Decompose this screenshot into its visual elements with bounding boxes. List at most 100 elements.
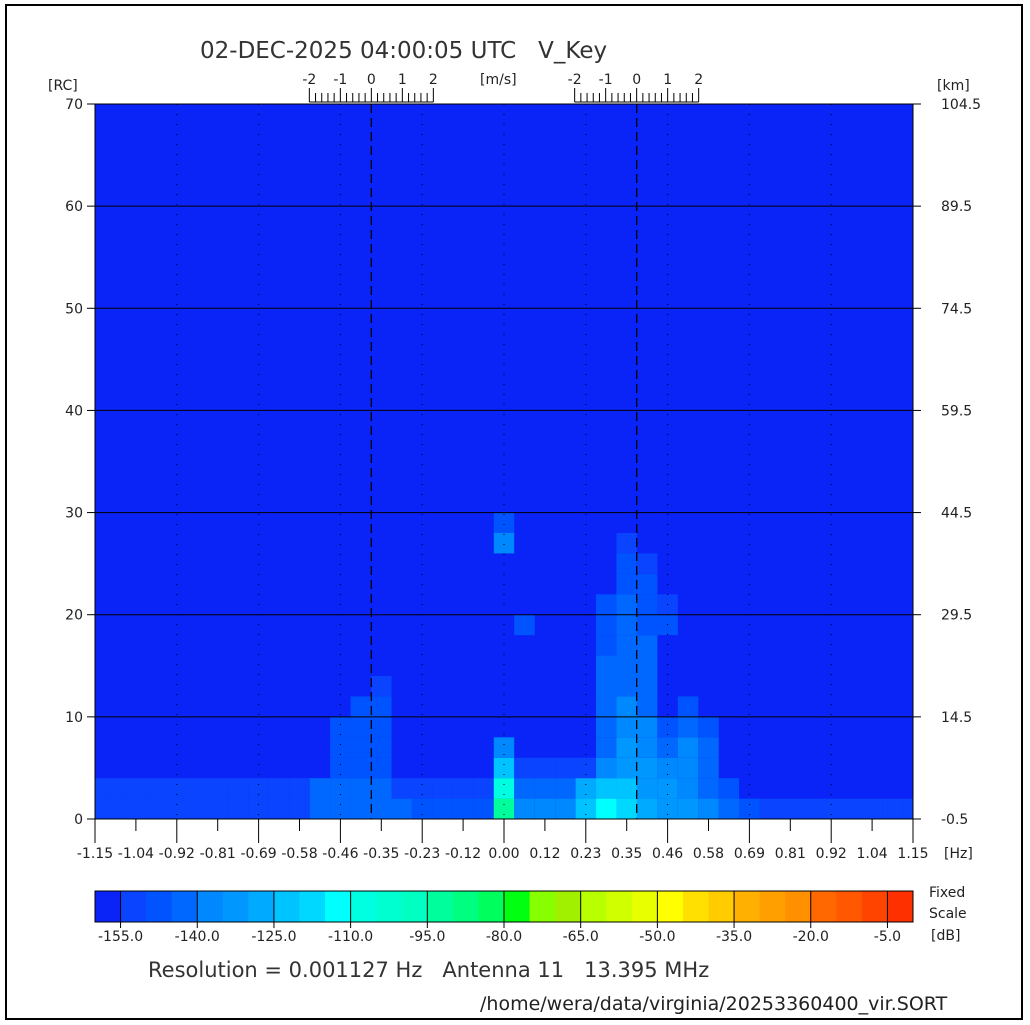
x-axis-tick-label: 0.23: [570, 846, 601, 862]
colorbar-cell: [810, 891, 837, 922]
velocity-scale-label: 2: [429, 72, 438, 88]
colorbar-cell: [197, 891, 224, 922]
heatmap-cell: [575, 798, 597, 819]
heatmap-cell: [596, 757, 617, 779]
heatmap-cell: [616, 778, 637, 799]
x-axis-tick-label: -0.81: [200, 846, 236, 862]
heatmap-cell: [493, 512, 515, 533]
heatmap-cell: [534, 778, 556, 799]
heatmap-cell: [371, 798, 392, 819]
heatmap-cell: [289, 798, 310, 819]
colorbar-tick-label: -80.0: [486, 929, 522, 945]
x-axis-tick-label: -0.92: [159, 846, 195, 862]
colorbar-tick-label: -35.0: [716, 929, 752, 945]
heatmap-cell: [350, 778, 372, 799]
heatmap-cell: [616, 635, 637, 656]
velocity-scale-label: 1: [663, 72, 672, 88]
heatmap-cell: [555, 798, 576, 819]
heatmap-cell: [698, 778, 719, 799]
x-axis-tick-label: 0.00: [488, 846, 519, 862]
left-axis-tick-label: 70: [65, 97, 83, 113]
x-axis-tick-label: 0.92: [816, 846, 847, 862]
file-path: /home/wera/data/virginia/20253360400_vir…: [480, 993, 948, 1015]
heatmap-cell: [616, 737, 637, 758]
heatmap-cell: [146, 778, 167, 799]
heatmap-cell: [616, 573, 637, 595]
heatmap-cell: [596, 798, 617, 819]
heatmap-cell: [616, 798, 637, 819]
heatmap-cell: [166, 778, 188, 799]
left-axis-tick-label: 30: [65, 506, 83, 522]
plot-title: 02-DEC-2025 04:00:05 UTC V_Key: [200, 38, 607, 64]
colorbar-cell: [299, 891, 326, 922]
colorbar-cell: [657, 891, 684, 922]
heatmap-cell: [125, 778, 147, 799]
colorbar-cell: [248, 891, 275, 922]
right-axis-tick-label: -0.5: [941, 812, 968, 828]
heatmap-cell: [248, 798, 269, 819]
heatmap-cell: [677, 757, 699, 779]
heatmap-cell: [677, 696, 699, 717]
heatmap-cell: [596, 614, 617, 636]
heatmap-cell: [330, 798, 351, 819]
heatmap-cell: [268, 778, 290, 799]
x-axis-tick-label: 0.12: [529, 846, 560, 862]
heatmap-cell: [371, 696, 392, 717]
colorbar-tick-label: -155.0: [98, 929, 143, 945]
heatmap-cell: [841, 798, 862, 819]
heatmap-cell: [616, 594, 637, 615]
heatmap-cell: [166, 798, 188, 819]
colorbar-cell: [708, 891, 735, 922]
heatmap-cell: [677, 716, 699, 738]
heatmap-cell: [698, 716, 719, 738]
heatmap-cell: [657, 757, 678, 779]
heatmap-cell: [187, 778, 208, 799]
heatmap: [95, 104, 913, 819]
heatmap-cell: [105, 798, 126, 819]
velocity-scale-label: -2: [568, 72, 582, 88]
heatmap-cell: [759, 778, 781, 799]
velocity-scale-label: -1: [599, 72, 613, 88]
colorbar-cell: [95, 891, 122, 922]
heatmap-cell: [105, 778, 126, 799]
heatmap-cell: [391, 778, 412, 799]
velocity-scale-label: 0: [632, 72, 641, 88]
heatmap-cell: [759, 798, 781, 819]
heatmap-cell: [555, 757, 576, 779]
heatmap-cell: [677, 798, 699, 819]
left-axis-tick-label: 60: [65, 199, 83, 215]
heatmap-cell: [432, 778, 453, 799]
colorbar-tick-label: -20.0: [793, 929, 829, 945]
heatmap-cell: [636, 778, 658, 799]
heatmap-cell: [636, 594, 658, 615]
heatmap-cell: [698, 757, 719, 779]
heatmap-cell: [902, 798, 913, 819]
heatmap-cell: [268, 798, 290, 819]
colorbar-cell: [273, 891, 300, 922]
colorbar-cell: [836, 891, 863, 922]
heatmap-cell: [780, 778, 801, 799]
colorbar-cell: [529, 891, 556, 922]
colorbar-tick-label: -125.0: [251, 929, 296, 945]
heatmap-cell: [289, 778, 310, 799]
right-axis-tick-label: 89.5: [941, 199, 972, 215]
velocity-scale-label: 0: [367, 72, 376, 88]
colorbar-cell: [861, 891, 888, 922]
heatmap-cell: [636, 573, 658, 595]
heatmap-cell: [432, 798, 453, 819]
heatmap-cell: [636, 737, 658, 758]
colorbar-cell: [146, 891, 173, 922]
heatmap-cell: [371, 778, 392, 799]
heatmap-cell: [493, 778, 515, 799]
heatmap-cell: [493, 533, 515, 554]
heatmap-cell: [371, 737, 392, 758]
colorbar-cell: [120, 891, 147, 922]
colorbar-cell: [325, 891, 352, 922]
heatmap-cell: [330, 778, 351, 799]
colorbar-cell: [785, 891, 812, 922]
colorbar-tick-label: -50.0: [639, 929, 675, 945]
left-axis-tick-label: 10: [65, 710, 83, 726]
colorbar-cell: [452, 891, 479, 922]
x-axis-tick-label: 0.46: [652, 846, 683, 862]
heatmap-cell: [616, 676, 637, 697]
